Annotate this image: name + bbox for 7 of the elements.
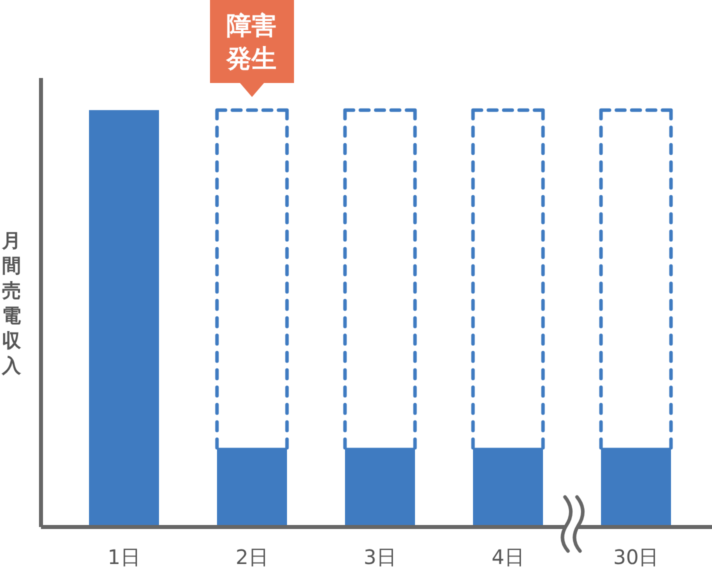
x-tick-label: 1日: [108, 545, 140, 568]
y-axis-title: 月間売電収入: [1, 229, 22, 379]
text: 障害発生: [226, 10, 278, 74]
x-tick-label: 2日: [236, 545, 268, 568]
x-tick-label: 3日: [364, 545, 396, 568]
x-tick-label: 30日: [613, 545, 659, 568]
x-tick-label: 4日: [492, 545, 524, 568]
